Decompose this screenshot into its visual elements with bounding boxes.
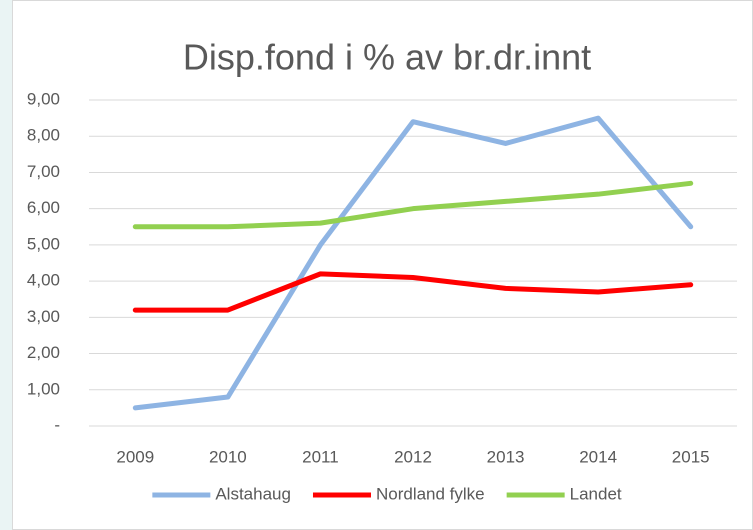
x-tick-label: 2011	[302, 447, 339, 466]
x-tick-label: 2014	[579, 447, 617, 466]
x-tick-label: 2009	[116, 447, 154, 466]
y-tick-label: -	[54, 415, 60, 434]
series-line	[132, 271, 694, 313]
x-tick-label: 2015	[672, 447, 710, 466]
side-strip	[0, 0, 12, 530]
y-tick-label: 6,00	[27, 198, 60, 217]
chart-title: Disp.fond i % av br.dr.innt	[183, 37, 591, 78]
y-tick-label: 8,00	[27, 126, 60, 145]
series-line	[132, 115, 694, 411]
x-tick-label: 2012	[394, 447, 432, 466]
y-tick-label: 2,00	[27, 343, 60, 362]
legend-label: Nordland fylke	[376, 484, 485, 503]
x-tick-label: 2010	[209, 447, 247, 466]
legend-label: Alstahaug	[215, 484, 291, 503]
series-line	[132, 180, 694, 230]
y-tick-label: 3,00	[27, 307, 60, 326]
y-tick-label: 5,00	[27, 234, 60, 253]
x-tick-label: 2013	[487, 447, 525, 466]
legend-label: Landet	[570, 484, 622, 503]
y-tick-label: 1,00	[27, 379, 60, 398]
y-tick-label: 7,00	[27, 162, 60, 181]
y-tick-label: 9,00	[27, 89, 60, 108]
chart-frame	[12, 0, 753, 530]
y-tick-label: 4,00	[27, 271, 60, 290]
